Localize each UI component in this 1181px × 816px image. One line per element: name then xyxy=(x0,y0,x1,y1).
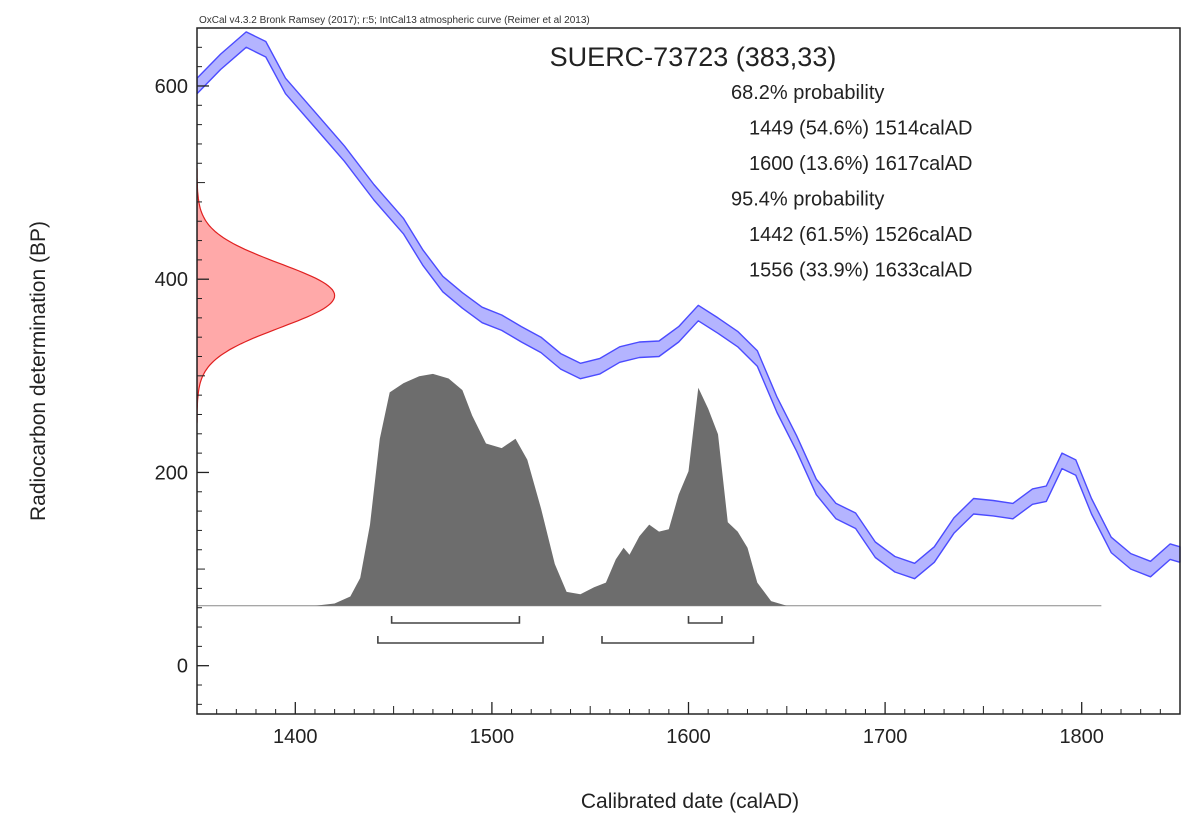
x-tick-label: 1800 xyxy=(1059,726,1104,748)
calibrated-range-label: 1442 (61.5%) 1526calAD xyxy=(749,224,972,246)
range-bracket xyxy=(390,616,521,624)
calibrated-range-label: 1556 (33.9%) 1633calAD xyxy=(749,260,972,282)
probability-level-label: 95.4% probability xyxy=(731,189,884,211)
measurement-distribution xyxy=(197,168,336,424)
plot-area xyxy=(197,31,1181,644)
y-tick-label: 200 xyxy=(155,462,188,484)
y-tick-label: 400 xyxy=(155,269,188,291)
axes: 1400 1500 1600 1700 1800 0 200 400 600 xyxy=(155,27,1181,748)
range-bracket xyxy=(601,636,755,644)
sample-title: SUERC-73723 (383,33) xyxy=(550,42,837,72)
plot-frame xyxy=(196,27,1181,715)
calibrated-distribution xyxy=(315,373,787,606)
y-axis-title: Radiocarbon determination (BP) xyxy=(27,221,50,521)
y-tick-label: 0 xyxy=(177,656,188,678)
x-tick-label: 1700 xyxy=(863,726,908,748)
chart-credit: OxCal v4.3.2 Bronk Ramsey (2017); r:5; I… xyxy=(199,15,590,26)
x-tick-label: 1400 xyxy=(273,726,318,748)
range-bracket xyxy=(687,616,723,624)
x-tick-label: 1600 xyxy=(666,726,711,748)
y-tick-label: 600 xyxy=(155,76,188,98)
x-tick-label: 1500 xyxy=(470,726,515,748)
calibrated-range-label: 1600 (13.6%) 1617calAD xyxy=(749,153,972,175)
calibrated-range-label: 1449 (54.6%) 1514calAD xyxy=(749,118,972,140)
calibrated-ranges-text: 68.2% probability 1449 (54.6%) 1514calAD 1… xyxy=(731,82,972,282)
range-bracket xyxy=(377,636,544,644)
probability-level-label: 68.2% probability xyxy=(731,82,884,104)
x-axis-title: Calibrated date (calAD) xyxy=(581,790,799,813)
